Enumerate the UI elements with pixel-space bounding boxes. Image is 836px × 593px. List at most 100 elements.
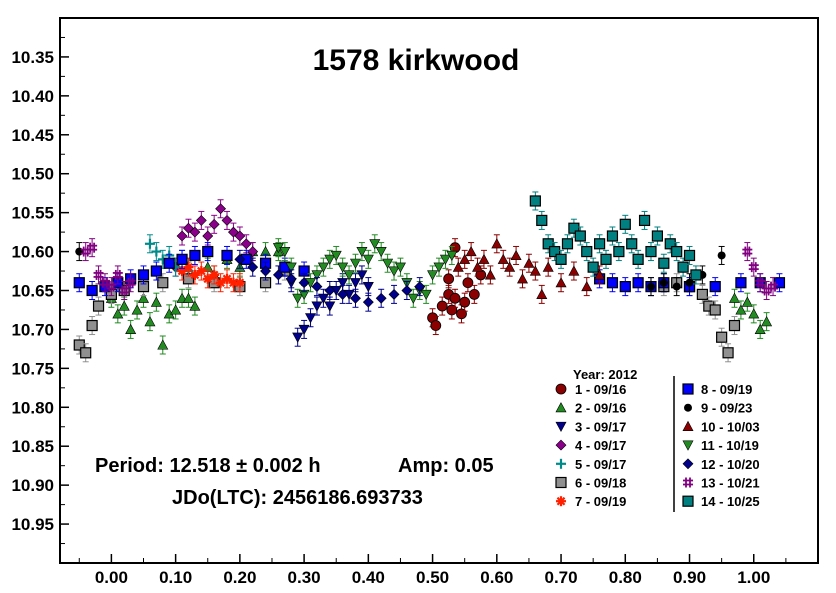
series-3 xyxy=(285,265,374,347)
legend-title: Year: 2012 xyxy=(573,367,637,382)
data-point xyxy=(189,222,201,242)
data-point xyxy=(748,304,760,324)
data-point xyxy=(202,242,214,262)
data-point xyxy=(449,288,461,308)
data-point xyxy=(468,284,480,304)
data-point xyxy=(568,218,580,238)
data-point xyxy=(401,281,413,300)
data-point xyxy=(761,312,773,332)
legend-marker-9 xyxy=(684,403,692,412)
data-point xyxy=(593,234,606,254)
data-point xyxy=(452,257,464,277)
data-point xyxy=(195,210,207,230)
legend-marker-10 xyxy=(682,420,694,431)
x-axis: 0.00 0.10 0.20 0.30 0.40 0.50 0.60 0.70 0.80 0.90… xyxy=(78,554,787,587)
data-point xyxy=(375,288,387,308)
legend-label: 13 - 10/21 xyxy=(701,476,760,491)
data-point xyxy=(86,281,98,300)
data-point xyxy=(234,249,246,269)
data-point xyxy=(497,249,509,269)
data-point xyxy=(484,265,496,285)
data-point xyxy=(112,265,123,285)
data-point xyxy=(221,210,233,230)
y-axis: 10.35 10.40 10.45 10.50 10.55 10.60 10.65 10.70… xyxy=(11,36,69,545)
data-point xyxy=(240,234,252,254)
data-point xyxy=(491,234,503,254)
data-points xyxy=(73,191,786,363)
data-point xyxy=(651,226,664,246)
data-point xyxy=(529,261,541,281)
data-point xyxy=(375,242,387,262)
data-point xyxy=(735,300,747,320)
x-tick-label: 0.80 xyxy=(609,568,642,587)
data-point xyxy=(555,273,567,293)
y-tick-label: 10.55 xyxy=(11,204,54,223)
data-point xyxy=(664,234,676,254)
data-point xyxy=(73,273,85,293)
data-point xyxy=(356,265,368,285)
data-point xyxy=(690,265,702,285)
legend-label: 7 - 09/19 xyxy=(575,494,626,509)
legend: Year: 2012 1 - 09/16 2 - 09/16 3 - 09/17 4 … xyxy=(555,367,760,512)
data-point xyxy=(279,242,291,262)
data-point xyxy=(459,292,471,312)
x-tick-label: 0.20 xyxy=(223,568,256,587)
x-tick-label: 0.60 xyxy=(480,568,513,587)
data-point xyxy=(125,319,137,339)
data-point xyxy=(517,269,529,289)
legend-label: 2 - 09/16 xyxy=(575,401,626,416)
data-point xyxy=(183,257,194,277)
data-point xyxy=(754,319,766,339)
y-tick-label: 10.90 xyxy=(11,476,54,495)
data-point xyxy=(196,261,207,281)
data-point xyxy=(137,265,150,285)
x-tick-label: 0.30 xyxy=(288,568,321,587)
data-point xyxy=(112,304,124,324)
data-point xyxy=(606,226,619,246)
data-point xyxy=(163,253,175,273)
x-tick-label: 0.40 xyxy=(352,568,385,587)
data-point xyxy=(144,312,156,332)
legend-marker-8 xyxy=(682,383,694,395)
y-tick-label: 10.45 xyxy=(11,126,54,145)
data-point xyxy=(208,214,220,234)
data-point xyxy=(478,249,490,269)
data-point xyxy=(131,300,143,320)
data-point xyxy=(209,265,220,285)
data-point xyxy=(272,238,284,258)
data-point xyxy=(658,253,670,273)
data-point xyxy=(632,273,644,293)
data-point xyxy=(619,277,631,297)
legend-marker-11 xyxy=(682,440,694,451)
data-point xyxy=(247,242,259,262)
data-point xyxy=(150,261,162,281)
legend-marker-5 xyxy=(556,458,566,469)
data-point xyxy=(157,335,169,355)
legend-label: 3 - 09/17 xyxy=(575,419,626,434)
data-point xyxy=(407,288,419,308)
data-point xyxy=(685,273,694,293)
data-point xyxy=(369,234,381,254)
legend-label: 9 - 09/23 xyxy=(701,401,752,416)
period-annotation: Period: 12.518 ± 0.002 h xyxy=(95,455,321,477)
data-point xyxy=(446,245,458,265)
series-10 xyxy=(452,234,606,304)
jd-annotation: JDo(LTC): 2456186.693733 xyxy=(172,487,423,509)
chart-title: 1578 kirkwood xyxy=(313,44,520,77)
legend-label: 11 - 10/19 xyxy=(701,438,759,453)
data-point xyxy=(646,277,655,297)
data-point xyxy=(581,277,593,297)
data-point xyxy=(459,249,471,269)
data-point xyxy=(144,234,155,254)
data-point xyxy=(536,284,548,304)
data-point xyxy=(234,226,246,246)
x-tick-label: 0.00 xyxy=(95,568,128,587)
series-14 xyxy=(529,191,702,285)
data-point xyxy=(462,273,474,293)
data-point xyxy=(709,300,721,320)
data-point xyxy=(768,277,779,297)
legend-marker-4 xyxy=(555,439,567,451)
y-tick-label: 10.50 xyxy=(11,165,54,184)
data-point xyxy=(247,257,259,277)
